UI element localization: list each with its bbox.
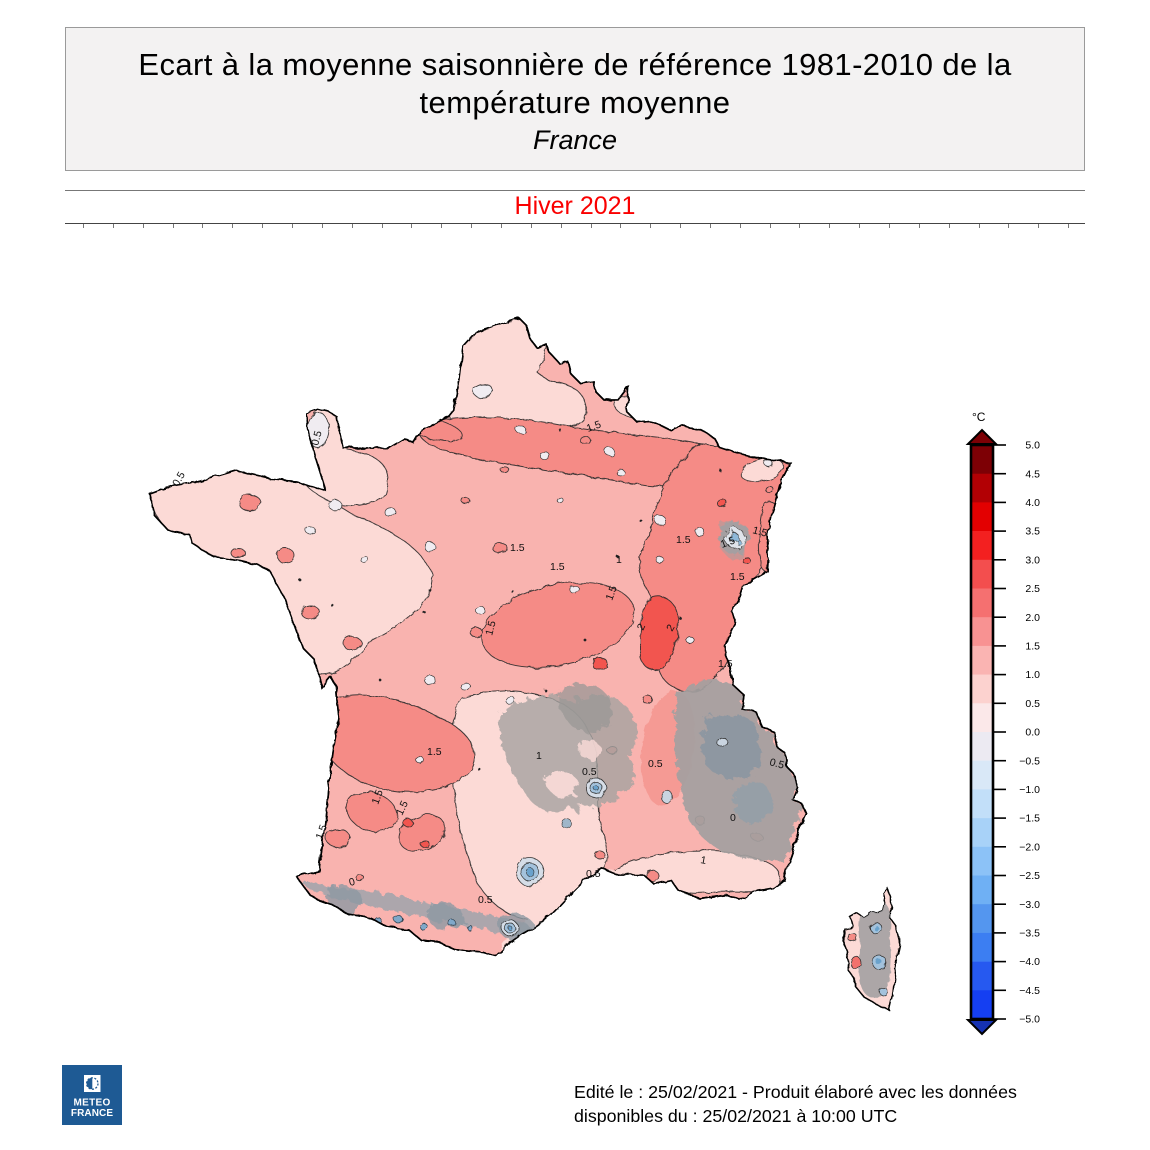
svg-text:0.5: 0.5 <box>768 756 785 771</box>
svg-text:4.0: 4.0 <box>1025 497 1040 509</box>
svg-text:0.5: 0.5 <box>582 766 597 778</box>
svg-text:1: 1 <box>616 554 622 566</box>
svg-text:°C: °C <box>972 410 986 424</box>
svg-text:1.5: 1.5 <box>719 534 737 550</box>
svg-text:1.5: 1.5 <box>585 418 603 434</box>
svg-text:0.5: 0.5 <box>478 894 493 906</box>
svg-text:1.5: 1.5 <box>730 571 745 583</box>
svg-text:−0.5: −0.5 <box>1019 755 1040 767</box>
svg-text:1.5: 1.5 <box>604 584 620 602</box>
svg-text:3.0: 3.0 <box>1025 554 1040 566</box>
svg-text:1.5: 1.5 <box>1025 641 1040 653</box>
svg-text:1.5: 1.5 <box>314 823 330 841</box>
svg-text:0: 0 <box>348 876 357 889</box>
svg-text:2: 2 <box>635 622 648 633</box>
svg-text:1.5: 1.5 <box>676 534 691 546</box>
svg-text:−5.0: −5.0 <box>1019 1014 1040 1026</box>
svg-text:1.5: 1.5 <box>718 658 733 670</box>
svg-text:−1.0: −1.0 <box>1019 784 1040 796</box>
svg-text:1: 1 <box>536 750 542 762</box>
svg-text:−3.0: −3.0 <box>1019 899 1040 911</box>
svg-text:1.5: 1.5 <box>483 619 498 636</box>
svg-text:0.5: 0.5 <box>586 868 601 880</box>
svg-text:FRANCE: FRANCE <box>71 1108 113 1119</box>
svg-text:5.0: 5.0 <box>1025 440 1040 452</box>
svg-text:0.5: 0.5 <box>648 758 663 770</box>
svg-text:−2.0: −2.0 <box>1019 841 1040 853</box>
svg-text:1.5: 1.5 <box>510 542 525 554</box>
svg-text:1.5: 1.5 <box>427 746 442 758</box>
svg-text:0.5: 0.5 <box>1025 698 1040 710</box>
svg-text:1.5: 1.5 <box>751 524 768 539</box>
svg-text:1.5: 1.5 <box>370 788 386 806</box>
svg-text:2.0: 2.0 <box>1025 612 1040 624</box>
svg-text:0: 0 <box>730 812 736 824</box>
svg-text:2.5: 2.5 <box>1025 583 1040 595</box>
svg-text:−4.0: −4.0 <box>1019 956 1040 968</box>
svg-text:0.5: 0.5 <box>309 429 324 446</box>
svg-text:1.5: 1.5 <box>394 799 411 817</box>
svg-text:−4.5: −4.5 <box>1019 985 1040 997</box>
svg-text:−2.5: −2.5 <box>1019 870 1040 882</box>
svg-text:2: 2 <box>664 622 677 633</box>
svg-text:−3.5: −3.5 <box>1019 928 1040 940</box>
svg-text:1: 1 <box>699 854 707 867</box>
svg-text:METEO: METEO <box>73 1098 110 1109</box>
svg-text:1.0: 1.0 <box>1025 669 1040 681</box>
svg-text:0.0: 0.0 <box>1025 727 1040 739</box>
svg-text:3.5: 3.5 <box>1025 526 1040 538</box>
svg-text:1.5: 1.5 <box>550 561 565 573</box>
svg-text:4.5: 4.5 <box>1025 468 1040 480</box>
svg-text:−1.5: −1.5 <box>1019 813 1040 825</box>
